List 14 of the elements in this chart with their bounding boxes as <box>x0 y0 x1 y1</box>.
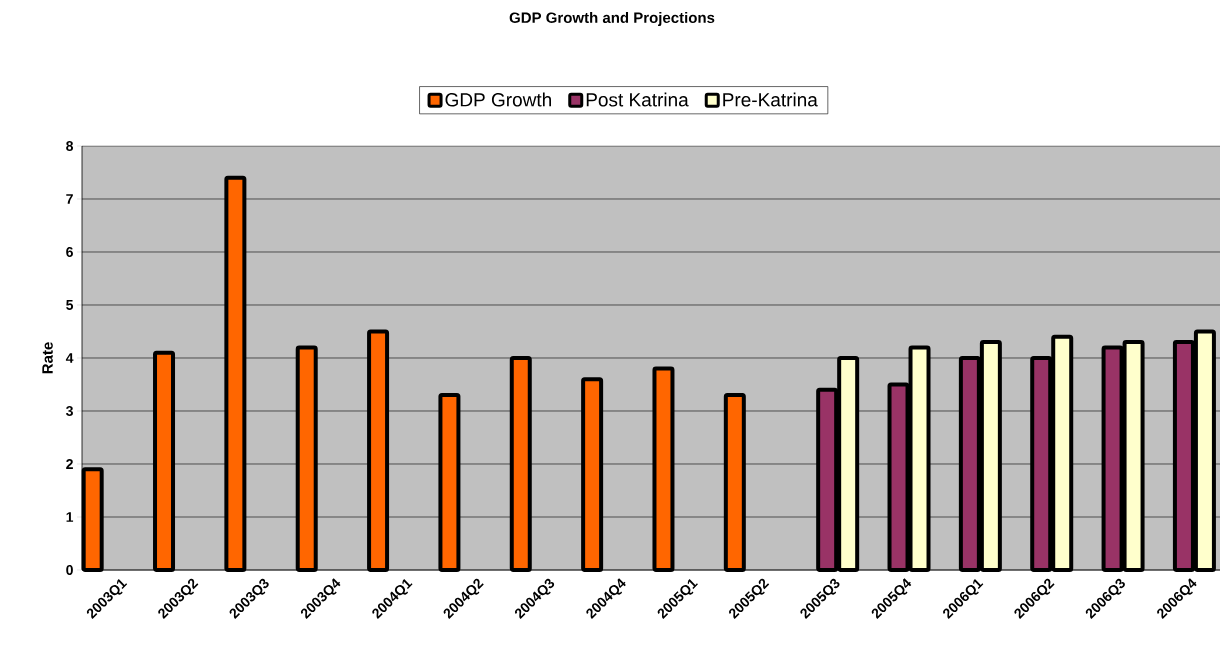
y-tick-label: 0 <box>66 565 73 575</box>
legend-label: Post Katrina <box>586 92 689 107</box>
legend-label: GDP Growth <box>445 92 551 107</box>
y-tick-label: 2 <box>66 459 73 469</box>
y-tick-label: 8 <box>66 141 74 151</box>
y-tick-label: 7 <box>66 194 73 204</box>
y-tick-label: 5 <box>66 300 74 310</box>
y-tick-label: 3 <box>66 406 73 416</box>
legend-label: Pre-Katrina <box>723 92 818 107</box>
y-tick-label: 6 <box>66 247 73 257</box>
y-axis-title: Rate <box>42 342 53 374</box>
chart-title: GDP Growth and Projections <box>509 12 715 26</box>
y-tick-label: 4 <box>65 353 74 363</box>
y-tick-label: 1 <box>66 512 74 522</box>
